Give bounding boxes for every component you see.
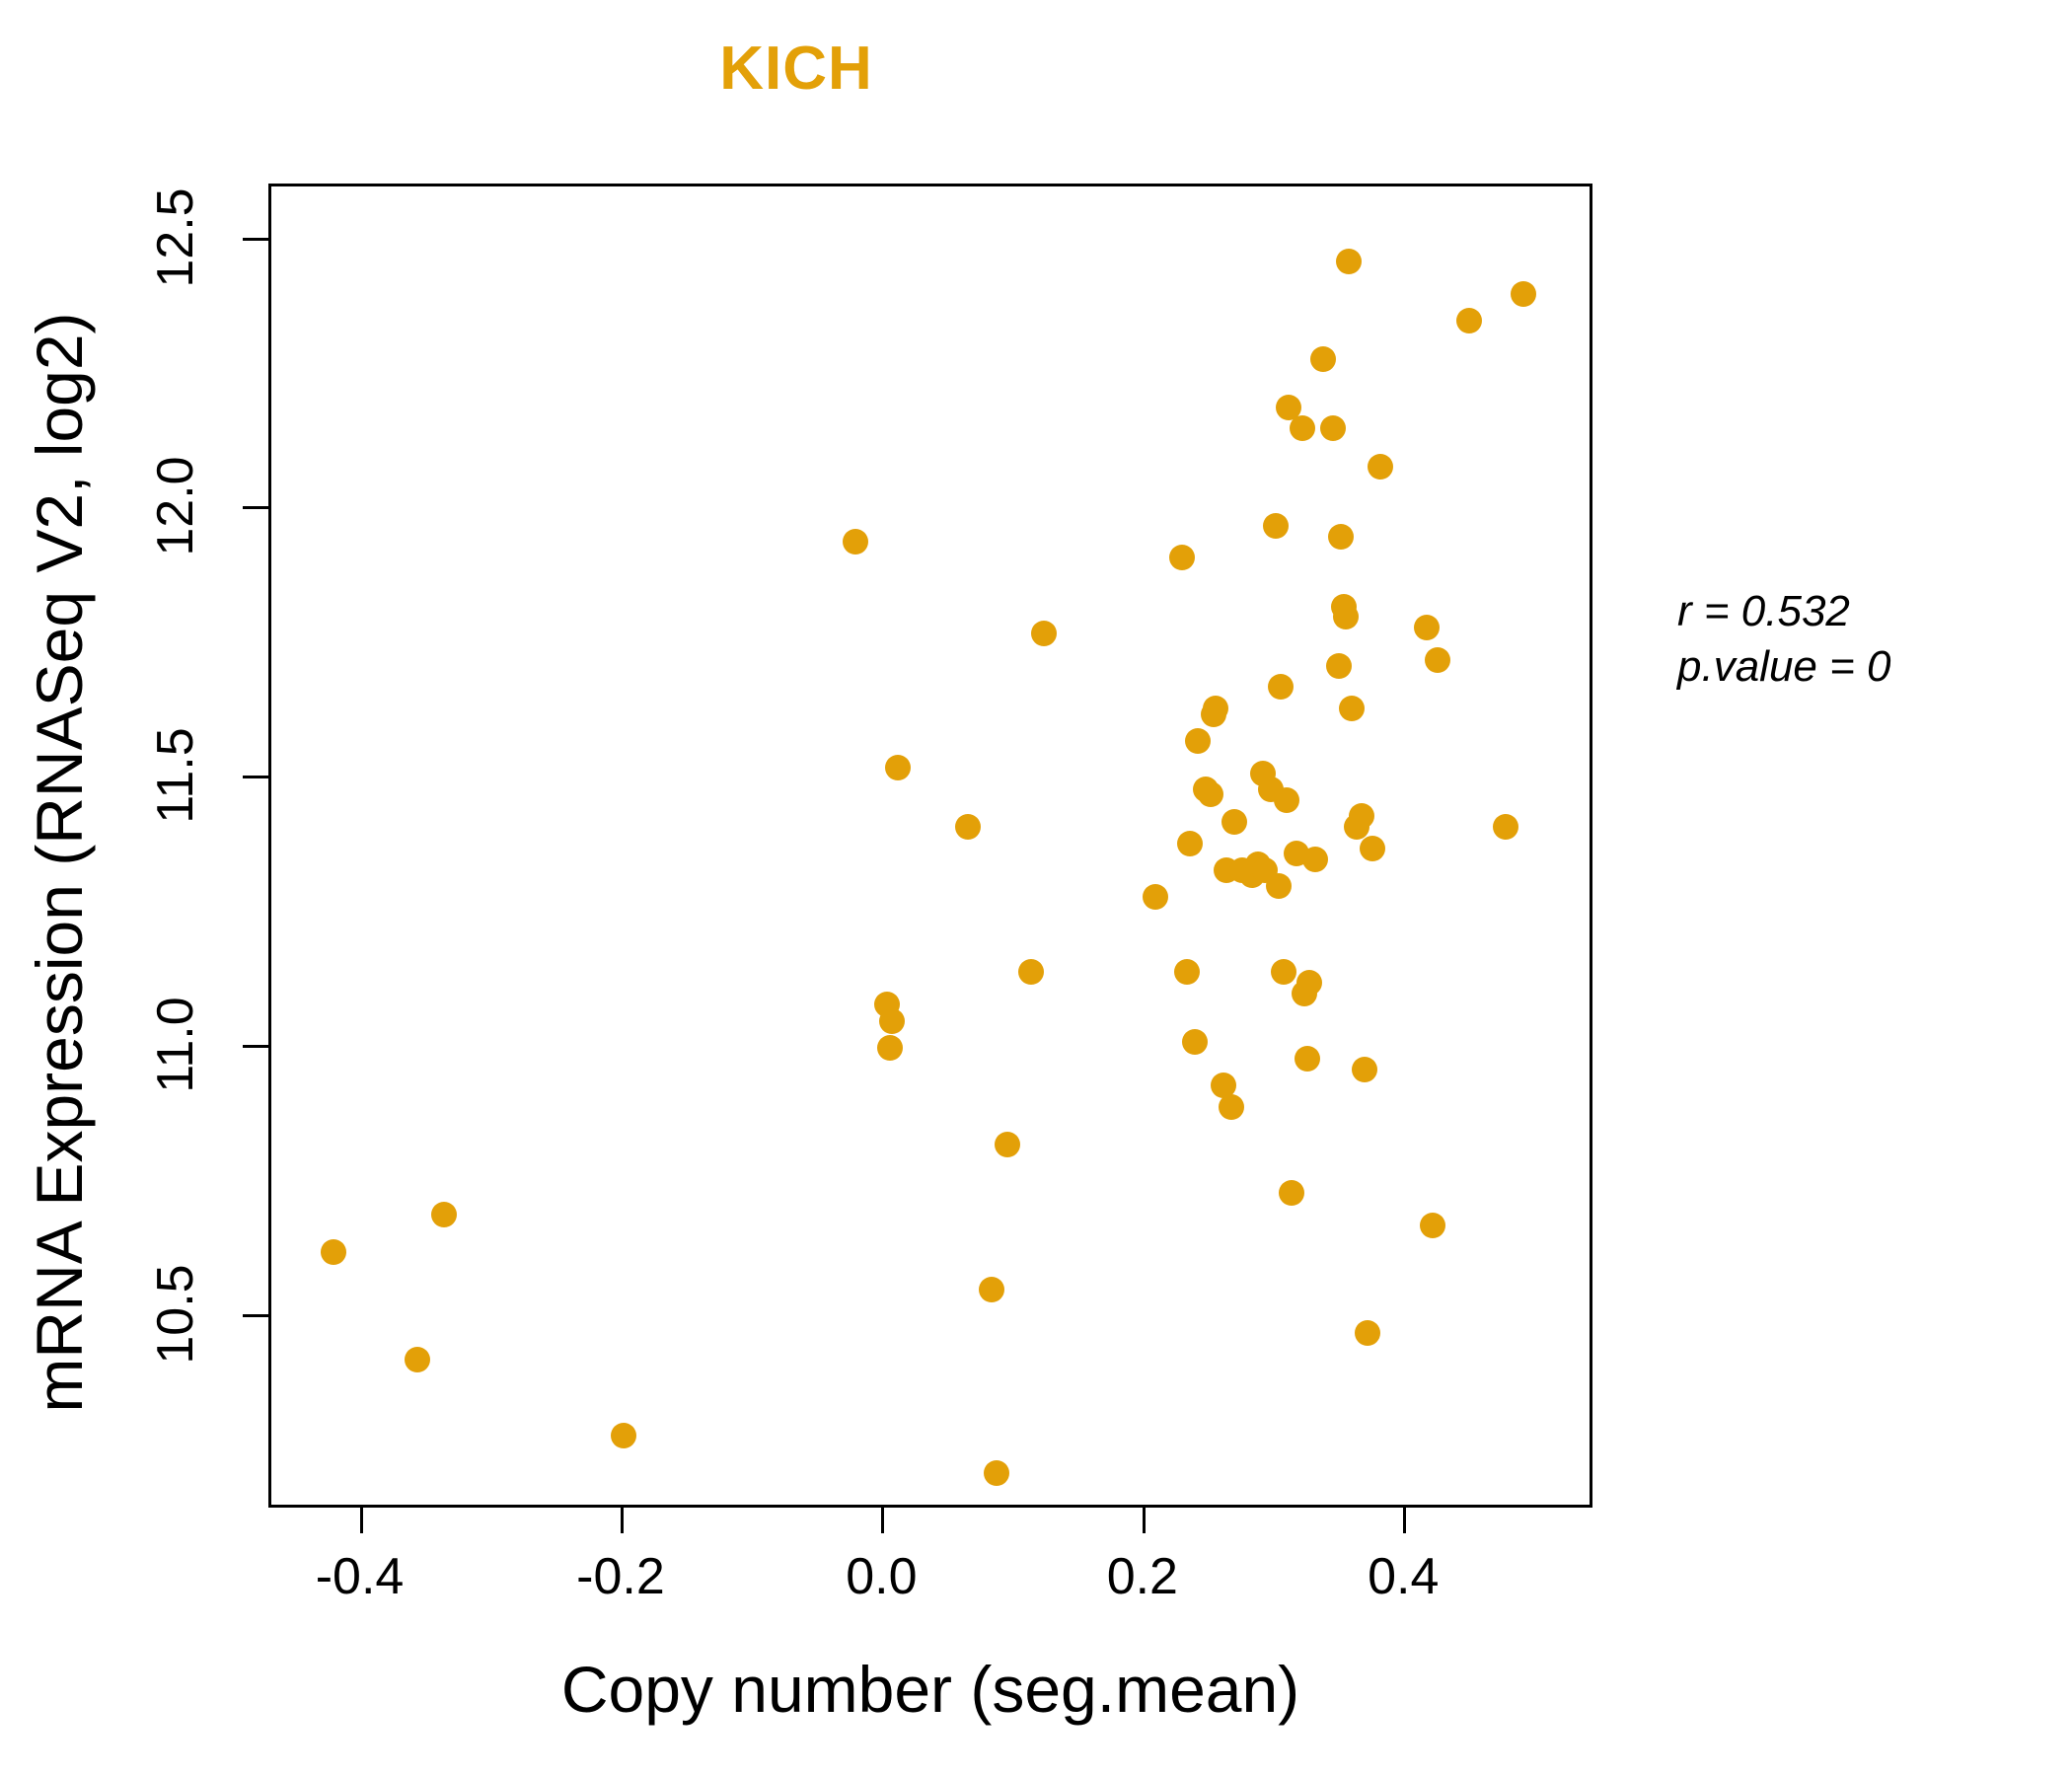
data-point — [1349, 803, 1375, 830]
data-point — [955, 814, 982, 841]
page-title: KICH — [719, 35, 873, 103]
data-point — [1419, 1212, 1445, 1238]
data-point — [1289, 415, 1315, 442]
data-point — [1511, 281, 1537, 308]
y-tick-label: 11.5 — [147, 727, 204, 824]
data-point — [1320, 415, 1347, 442]
y-tick-mark — [243, 237, 268, 241]
data-point — [321, 1239, 347, 1266]
data-point — [1278, 1180, 1304, 1207]
data-point — [1301, 846, 1328, 872]
data-point — [1333, 604, 1360, 630]
x-tick-mark — [1403, 1508, 1407, 1533]
y-tick-label: 11.0 — [147, 997, 204, 1093]
x-tick-label: 0.2 — [1106, 1548, 1178, 1605]
plot-area — [268, 184, 1592, 1508]
data-point — [1296, 970, 1323, 997]
data-point — [1221, 808, 1247, 835]
data-point — [1168, 545, 1195, 571]
data-point — [1414, 615, 1441, 641]
data-point — [1263, 512, 1290, 539]
data-point — [1425, 647, 1451, 674]
data-point — [1219, 1093, 1245, 1120]
data-point — [1325, 652, 1352, 679]
data-point — [1354, 1319, 1380, 1346]
data-point — [1276, 394, 1302, 420]
data-point — [843, 529, 869, 555]
data-point — [430, 1201, 457, 1227]
x-tick-mark — [1142, 1508, 1146, 1533]
y-tick-label: 12.5 — [147, 186, 204, 288]
x-axis-title: Copy number (seg.mean) — [560, 1653, 1300, 1726]
x-tick-mark — [620, 1508, 624, 1533]
data-point — [1182, 1029, 1209, 1056]
x-tick-label: 0.4 — [1368, 1548, 1440, 1605]
data-point — [1197, 781, 1223, 808]
data-point — [1336, 249, 1363, 275]
data-point — [994, 1132, 1020, 1158]
data-point — [1367, 453, 1393, 480]
stats-annotation: r = 0.532 p.value = 0 — [1677, 584, 1891, 696]
data-point — [1265, 873, 1292, 900]
y-tick-mark — [243, 776, 268, 779]
data-point — [1143, 884, 1169, 911]
data-point — [1351, 1056, 1377, 1082]
data-point — [1328, 523, 1355, 550]
data-point — [876, 1034, 903, 1061]
data-point — [405, 1347, 431, 1373]
data-point — [1492, 814, 1518, 841]
data-point — [1271, 959, 1296, 986]
data-point — [879, 1007, 906, 1034]
pvalue-stat: p.value = 0 — [1677, 642, 1891, 692]
y-axis-title: mRNA Expression (RNASeq V2, log2) — [23, 312, 96, 1413]
y-tick-mark — [243, 506, 268, 510]
x-tick-mark — [881, 1508, 885, 1533]
data-point — [1309, 345, 1336, 372]
y-tick-mark — [243, 1313, 268, 1317]
data-point — [984, 1459, 1010, 1486]
data-point — [1174, 959, 1201, 986]
data-point — [884, 755, 911, 781]
data-points-layer — [271, 186, 1590, 1505]
data-point — [1359, 836, 1385, 861]
data-point — [1273, 786, 1299, 813]
data-point — [1338, 696, 1365, 722]
data-point — [610, 1422, 636, 1448]
x-tick-mark — [359, 1508, 363, 1533]
x-tick-label: -0.2 — [576, 1548, 665, 1605]
data-point — [1176, 830, 1203, 856]
data-point — [1184, 727, 1211, 754]
y-tick-mark — [243, 1044, 268, 1048]
data-point — [1030, 620, 1057, 646]
y-tick-label: 12.0 — [147, 456, 204, 556]
data-point — [1017, 959, 1044, 986]
x-tick-label: -0.4 — [315, 1548, 405, 1605]
data-point — [978, 1277, 1004, 1303]
x-tick-label: 0.0 — [846, 1548, 918, 1605]
data-point — [1211, 1073, 1237, 1099]
data-point — [1268, 674, 1295, 701]
data-point — [1455, 308, 1482, 334]
correlation-stat: r = 0.532 — [1677, 587, 1850, 635]
data-point — [1203, 696, 1229, 722]
y-tick-label: 10.5 — [147, 1264, 204, 1365]
data-point — [1294, 1045, 1320, 1072]
